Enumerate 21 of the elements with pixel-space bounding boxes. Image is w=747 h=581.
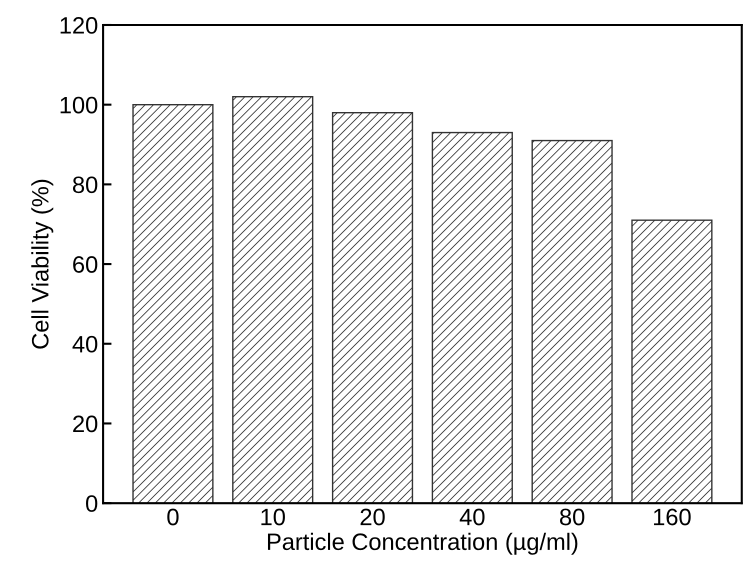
- y-tick-label: 80: [72, 176, 98, 194]
- y-tick-label: 100: [60, 96, 98, 114]
- bar: [532, 140, 613, 504]
- bar: [332, 112, 414, 504]
- y-tick-label: 0: [86, 495, 98, 512]
- x-axis-title: Particle Concentration (µg/ml): [268, 532, 578, 555]
- x-tick-label: 20: [360, 508, 385, 526]
- y-tick-label: 120: [60, 17, 98, 34]
- bar: [631, 220, 713, 504]
- x-tick-label: 10: [261, 508, 285, 526]
- x-tick-label: 80: [560, 508, 584, 526]
- x-tick-label: 0: [167, 508, 179, 526]
- y-tick-label: 40: [72, 336, 98, 353]
- y-axis-title: Cell Viability (%): [31, 180, 54, 349]
- bar: [232, 96, 314, 504]
- x-tick-label: 160: [654, 508, 691, 526]
- bar: [132, 104, 214, 504]
- bar: [432, 132, 513, 504]
- x-tick-label: 40: [460, 508, 485, 526]
- y-tick-label: 60: [73, 256, 98, 273]
- y-tick-label: 20: [73, 416, 98, 432]
